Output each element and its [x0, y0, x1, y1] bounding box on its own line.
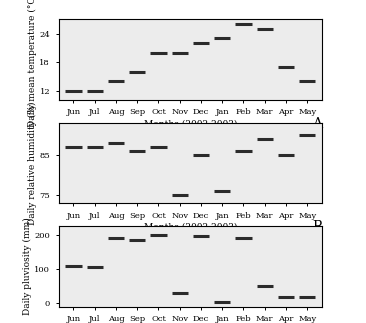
X-axis label: Months (2002-2003): Months (2002-2003)	[143, 119, 237, 128]
Y-axis label: Daily pluviosity (mm): Daily pluviosity (mm)	[22, 218, 31, 315]
Y-axis label: Daily mean temperature (°C): Daily mean temperature (°C)	[27, 0, 37, 127]
Text: B: B	[312, 220, 322, 234]
Y-axis label: Daily relative humidity (%): Daily relative humidity (%)	[27, 101, 37, 225]
X-axis label: Months (2002-2003): Months (2002-2003)	[143, 223, 237, 232]
Text: A: A	[312, 117, 322, 131]
